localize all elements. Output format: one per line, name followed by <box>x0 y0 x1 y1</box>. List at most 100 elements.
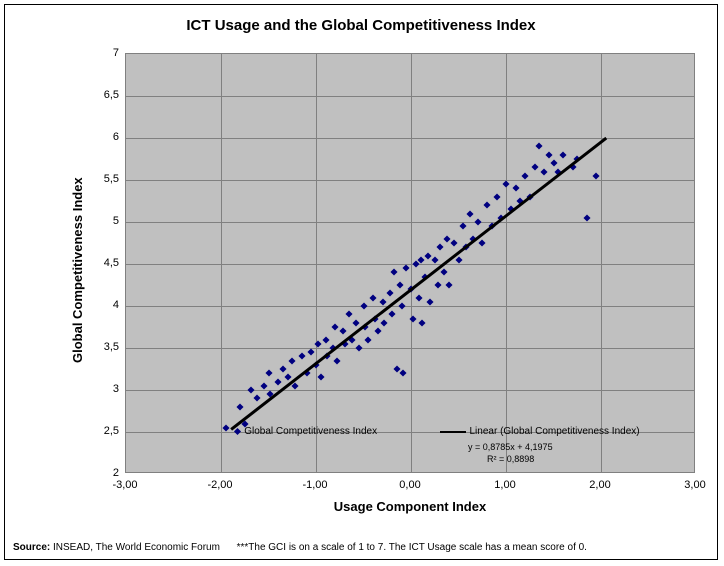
data-point <box>593 172 600 179</box>
x-tick-label: 1,00 <box>494 479 515 491</box>
grid-line-h <box>126 138 694 139</box>
data-point <box>445 281 452 288</box>
plot-area: Global Competitiveness Index Linear (Glob… <box>125 53 695 473</box>
data-point <box>388 311 395 318</box>
data-point <box>260 382 267 389</box>
data-point <box>369 294 376 301</box>
data-point <box>415 294 422 301</box>
data-point <box>381 319 388 326</box>
data-point <box>374 328 381 335</box>
data-point <box>360 302 367 309</box>
data-point <box>352 319 359 326</box>
data-point <box>455 256 462 263</box>
grid-line-h <box>126 264 694 265</box>
y-tick-label: 6 <box>95 131 119 143</box>
y-tick-label: 2 <box>95 467 119 479</box>
data-point <box>317 374 324 381</box>
grid-line-v <box>601 54 602 472</box>
data-point <box>387 290 394 297</box>
data-point <box>254 395 261 402</box>
data-point <box>265 370 272 377</box>
x-tick-label: -1,00 <box>302 479 327 491</box>
data-point <box>466 210 473 217</box>
grid-line-h <box>126 180 694 181</box>
data-point <box>431 256 438 263</box>
y-tick-label: 5 <box>95 215 119 227</box>
y-tick-label: 2,5 <box>95 425 119 437</box>
chart-footer: Source: INSEAD, The World Economic Forum… <box>13 542 713 553</box>
data-point <box>400 370 407 377</box>
data-point <box>279 365 286 372</box>
grid-line-v <box>316 54 317 472</box>
legend-trend: Linear (Global Competitiveness Index) <box>440 426 640 437</box>
data-point <box>545 151 552 158</box>
data-point <box>460 223 467 230</box>
data-point <box>222 424 229 431</box>
y-tick-label: 6,5 <box>95 89 119 101</box>
data-point <box>419 319 426 326</box>
data-point <box>274 378 281 385</box>
data-point <box>444 235 451 242</box>
data-point <box>346 311 353 318</box>
source-label: Source: <box>13 542 50 553</box>
data-point <box>531 164 538 171</box>
grid-line-h <box>126 348 694 349</box>
data-point <box>441 269 448 276</box>
data-point <box>289 357 296 364</box>
x-tick-label: 0,00 <box>399 479 420 491</box>
grid-line-h <box>126 390 694 391</box>
data-point <box>479 239 486 246</box>
y-tick-label: 5,5 <box>95 173 119 185</box>
x-tick-label: 3,00 <box>684 479 705 491</box>
grid-line-h <box>126 306 694 307</box>
y-axis-label: Global Competitiveness Index <box>70 177 85 363</box>
data-point <box>583 214 590 221</box>
data-point <box>521 172 528 179</box>
data-point <box>355 344 362 351</box>
data-point <box>292 382 299 389</box>
data-point <box>436 244 443 251</box>
data-point <box>425 252 432 259</box>
x-tick-label: -2,00 <box>207 479 232 491</box>
data-point <box>426 298 433 305</box>
data-point <box>403 265 410 272</box>
data-point <box>450 239 457 246</box>
x-tick-label: -3,00 <box>112 479 137 491</box>
trend-line <box>230 137 607 430</box>
data-point <box>540 168 547 175</box>
data-point <box>559 151 566 158</box>
footnote-text: ***The GCI is on a scale of 1 to 7. The … <box>237 542 587 553</box>
data-point <box>396 281 403 288</box>
data-point <box>493 193 500 200</box>
data-point <box>248 386 255 393</box>
y-tick-label: 3,5 <box>95 341 119 353</box>
grid-line-h <box>126 96 694 97</box>
data-point <box>512 185 519 192</box>
data-point <box>365 336 372 343</box>
data-point <box>379 298 386 305</box>
data-point <box>298 353 305 360</box>
data-point <box>333 357 340 364</box>
data-point <box>331 323 338 330</box>
y-tick-label: 3 <box>95 383 119 395</box>
data-point <box>236 403 243 410</box>
x-tick-label: 2,00 <box>589 479 610 491</box>
y-tick-label: 4,5 <box>95 257 119 269</box>
data-point <box>474 218 481 225</box>
data-point <box>434 281 441 288</box>
data-point <box>322 336 329 343</box>
legend-series: Global Competitiveness Index <box>235 426 377 437</box>
grid-line-v <box>221 54 222 472</box>
data-point <box>483 202 490 209</box>
data-point <box>550 160 557 167</box>
regression-equation: y = 0,8785x + 4,1975 <box>468 442 553 452</box>
data-point <box>536 143 543 150</box>
x-axis-label: Usage Component Index <box>125 499 695 514</box>
data-point <box>284 374 291 381</box>
data-point <box>390 269 397 276</box>
data-point <box>339 328 346 335</box>
data-point <box>502 181 509 188</box>
y-tick-label: 7 <box>95 47 119 59</box>
grid-line-h <box>126 222 694 223</box>
source-text: INSEAD, The World Economic Forum <box>53 542 220 553</box>
